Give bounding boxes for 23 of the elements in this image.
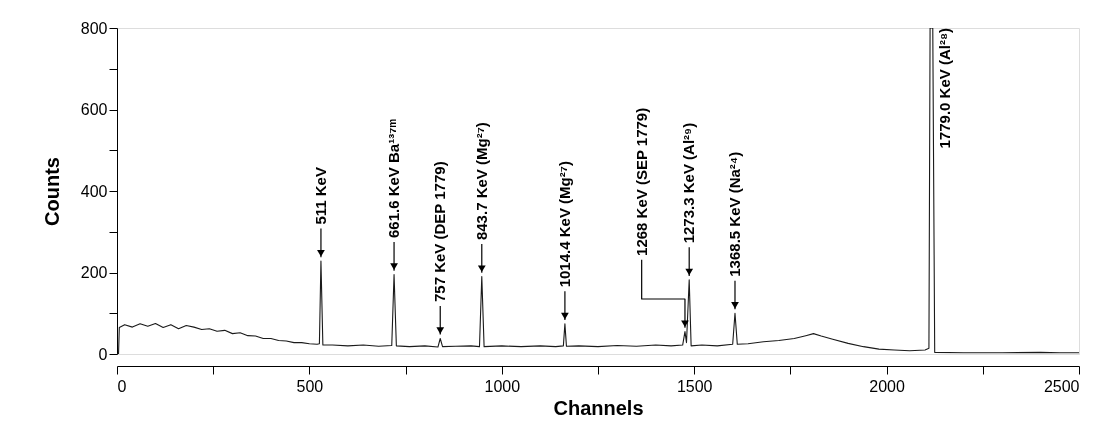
annotation: 1273.3 KeV (Al²⁹) xyxy=(680,122,698,244)
annotation: 1268 KeV (SEP 1779) xyxy=(632,107,650,256)
line-series xyxy=(117,28,1079,354)
x-tick-label: 1000 xyxy=(484,377,521,395)
x-tick-label: 500 xyxy=(296,377,324,395)
annotation: 843.7 KeV (Mg²⁷) xyxy=(472,122,490,241)
x-axis-title: Channels xyxy=(553,396,644,419)
y-tick-label: 800 xyxy=(80,19,108,37)
y-tick-label: 600 xyxy=(80,101,108,118)
y-tick-label: 400 xyxy=(80,182,108,200)
annotation: 1368.5 KeV (Na²⁴) xyxy=(725,151,743,277)
x-tick-label: 0 xyxy=(117,377,127,395)
y-axis-title: Counts xyxy=(40,157,63,226)
x-tick-label: 2000 xyxy=(869,377,905,395)
annotation: 1014.4 KeV (Mg²⁷) xyxy=(555,161,573,288)
x-tick-label: 2500 xyxy=(1043,377,1080,395)
x-tick-label: 1500 xyxy=(676,377,713,395)
y-tick-label: 200 xyxy=(80,264,108,281)
annotation: 661.6 KeV Ba¹³⁷ᵐ xyxy=(385,118,403,239)
annotation: 757 KeV (DEP 1779) xyxy=(431,161,449,302)
annotation: 1779.0 KeV (Al²⁸) xyxy=(935,28,953,149)
annotation: 511 KeV xyxy=(311,167,329,225)
y-tick-label: 0 xyxy=(98,345,108,363)
